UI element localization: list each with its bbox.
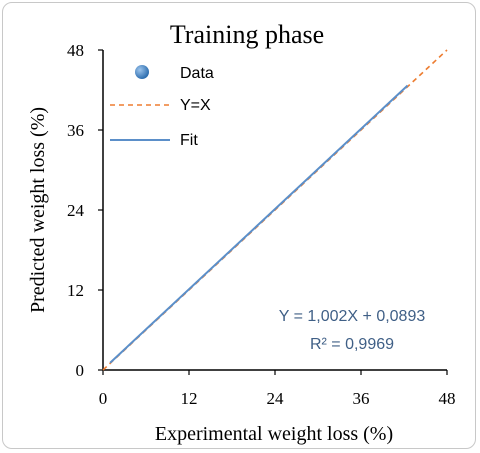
y-tick-label: 24 <box>67 201 85 220</box>
legend-data-label: Data <box>180 65 214 82</box>
x-tick-label: 36 <box>353 389 370 408</box>
legend-yx-label: Y=X <box>180 97 211 114</box>
x-tick-label: 0 <box>99 389 108 408</box>
y-tick-label: 36 <box>67 121 84 140</box>
y-axis-label: Predicted weight loss (%) <box>27 107 49 313</box>
y-tick-label: 0 <box>76 361 85 380</box>
legend-data-marker <box>135 65 149 79</box>
legend: Data Y=X Fit <box>110 65 214 149</box>
series-layer <box>102 49 448 371</box>
r-squared: R² = 0,9969 <box>310 336 394 353</box>
fit-line <box>109 84 409 364</box>
legend-fit-label: Fit <box>180 132 198 149</box>
x-tick-label: 12 <box>181 389 198 408</box>
x-axis-label: Experimental weight loss (%) <box>155 423 393 445</box>
axes: 0 12 24 36 48 0 12 24 36 48 <box>67 41 456 408</box>
x-tick-label: 48 <box>439 389 456 408</box>
chart-title: Training phase <box>170 20 324 49</box>
x-tick-label: 24 <box>267 389 285 408</box>
fit-equation: Y = 1,002X + 0,0893 <box>279 308 426 325</box>
y-tick-label: 12 <box>67 281 84 300</box>
chart-frame <box>2 2 476 449</box>
y-tick-label: 48 <box>67 41 84 60</box>
